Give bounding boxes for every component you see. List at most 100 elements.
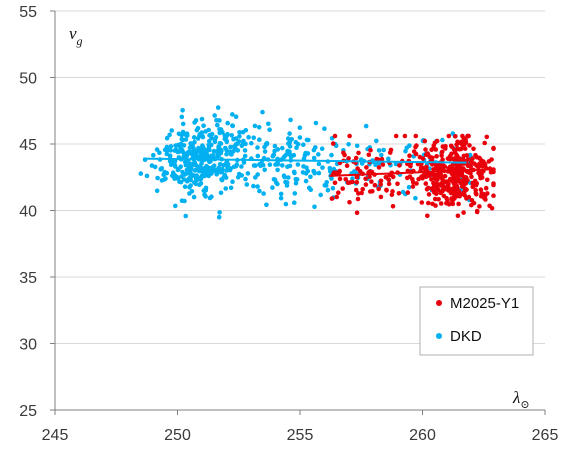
- data-point: [320, 165, 325, 170]
- data-point: [483, 185, 489, 191]
- data-point: [223, 161, 229, 166]
- data-point: [253, 175, 258, 180]
- data-point: [237, 130, 242, 135]
- legend: M2025-Y1 DKD: [419, 286, 534, 356]
- data-point: [215, 122, 220, 128]
- data-point: [178, 179, 184, 185]
- data-point: [229, 133, 234, 138]
- data-point: [159, 178, 165, 183]
- data-point: [450, 166, 456, 171]
- data-point: [452, 150, 458, 155]
- data-point: [191, 194, 197, 200]
- data-point: [291, 169, 297, 175]
- data-point: [368, 189, 373, 194]
- data-point: [288, 117, 293, 123]
- data-point: [350, 176, 355, 181]
- data-point: [236, 139, 242, 144]
- data-point: [374, 138, 379, 144]
- data-point: [465, 133, 470, 139]
- data-point: [182, 198, 187, 204]
- data-point: [352, 169, 357, 174]
- data-point: [191, 135, 197, 140]
- data-point: [223, 186, 228, 191]
- data-point: [405, 190, 411, 195]
- data-point: [173, 203, 178, 209]
- data-point: [360, 186, 366, 192]
- data-point: [343, 177, 349, 182]
- x-axis-label-sub: ⊙: [520, 399, 529, 411]
- data-point: [297, 135, 303, 140]
- data-point: [186, 176, 192, 181]
- data-point: [472, 178, 478, 184]
- data-point: [378, 178, 384, 184]
- data-point: [376, 148, 382, 153]
- data-point: [216, 169, 222, 175]
- data-point: [347, 180, 353, 185]
- data-point: [474, 209, 480, 215]
- y-tick-label: 40: [19, 204, 37, 221]
- data-point: [405, 175, 410, 181]
- data-point: [175, 167, 181, 173]
- data-point: [407, 143, 412, 148]
- data-point: [280, 145, 285, 151]
- data-point: [175, 142, 181, 148]
- data-point: [294, 145, 299, 150]
- data-point: [198, 176, 203, 182]
- data-point: [206, 127, 211, 133]
- data-point: [423, 181, 429, 186]
- data-point: [252, 123, 258, 129]
- y-tick-label: 25: [19, 403, 37, 420]
- legend-box: [419, 286, 534, 356]
- data-point: [376, 186, 382, 192]
- data-point: [457, 147, 462, 152]
- data-point: [154, 188, 160, 194]
- data-point: [435, 183, 440, 188]
- data-point: [212, 137, 218, 142]
- data-point: [257, 188, 262, 194]
- data-point: [411, 149, 417, 154]
- data-point: [224, 148, 229, 153]
- data-point: [167, 132, 172, 138]
- data-point: [425, 185, 431, 191]
- data-point: [260, 162, 266, 168]
- data-point: [439, 153, 444, 158]
- data-point: [243, 176, 248, 182]
- data-point: [431, 167, 436, 172]
- data-point: [468, 163, 473, 168]
- data-point: [433, 172, 438, 178]
- data-point: [183, 213, 188, 219]
- data-point: [390, 204, 396, 209]
- y-axis-label-sub: g: [77, 34, 83, 48]
- data-point: [456, 201, 461, 207]
- data-point: [356, 150, 361, 156]
- data-point: [170, 170, 176, 175]
- data-point: [284, 180, 290, 185]
- data-point: [313, 120, 319, 126]
- data-point: [197, 149, 203, 154]
- data-point: [438, 201, 444, 206]
- data-point: [287, 152, 293, 157]
- data-point: [192, 180, 197, 185]
- data-point: [353, 155, 359, 161]
- data-point: [434, 138, 440, 144]
- data-point: [278, 195, 284, 201]
- data-point: [282, 153, 288, 159]
- data-point: [308, 174, 313, 180]
- data-point: [384, 187, 389, 193]
- data-point: [267, 127, 272, 132]
- data-point: [194, 152, 199, 157]
- data-point: [455, 213, 461, 219]
- data-point: [374, 156, 380, 162]
- y-tick-label: 55: [19, 4, 37, 21]
- data-point: [239, 173, 244, 178]
- data-point: [387, 150, 393, 155]
- data-point: [183, 162, 189, 168]
- data-point: [329, 196, 335, 201]
- data-point: [459, 139, 465, 145]
- data-point: [182, 177, 187, 182]
- trend-lines: [143, 157, 494, 177]
- data-point: [393, 161, 399, 167]
- data-point: [355, 196, 361, 202]
- data-point: [217, 127, 222, 132]
